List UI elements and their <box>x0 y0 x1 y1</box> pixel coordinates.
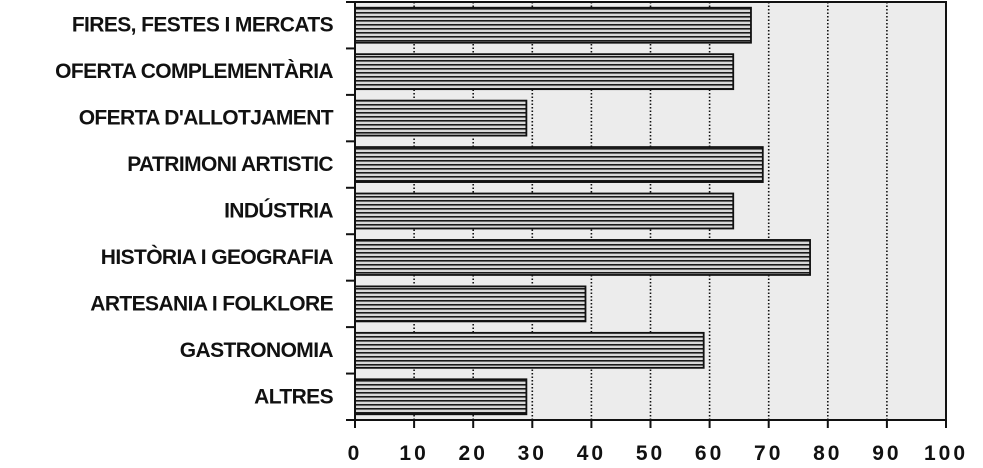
bar-1 <box>354 6 752 44</box>
bar-3 <box>354 99 528 137</box>
bars <box>354 6 811 416</box>
bar-9 <box>354 378 528 416</box>
category-labels: FIRES, FESTES I MERCATS OFERTA COMPLEMENT… <box>55 14 334 409</box>
bar-4 <box>354 146 764 183</box>
category-label: ALTRES <box>254 385 333 408</box>
x-tick-label: 0 <box>348 442 363 465</box>
category-label: OFERTA D'ALLOTJAMENT <box>79 107 334 130</box>
x-tick-label: 100 <box>924 442 968 465</box>
category-label: ARTESANIA I FOLKLORE <box>90 292 333 315</box>
bar-2 <box>354 53 735 91</box>
x-tick-label: 90 <box>872 442 901 465</box>
category-label: GASTRONOMIA <box>180 339 334 362</box>
x-tick-label: 50 <box>636 442 665 465</box>
category-label: OFERTA COMPLEMENTÀRIA <box>55 60 333 83</box>
bar-7 <box>354 285 587 323</box>
x-tick-label: 30 <box>518 442 547 465</box>
category-label: PATRIMONI ARTISTIC <box>127 153 333 176</box>
x-tick-label: 60 <box>695 442 724 465</box>
x-tick-labels: 0 10 20 30 40 50 60 70 80 90 100 <box>348 442 968 465</box>
bar-6 <box>354 239 811 276</box>
x-tick-label: 10 <box>399 442 428 465</box>
x-tick-label: 40 <box>577 442 606 465</box>
category-label: FIRES, FESTES I MERCATS <box>72 14 334 37</box>
category-label: INDÚSTRIA <box>224 199 333 223</box>
axes <box>346 1 947 428</box>
bar-8 <box>354 331 705 369</box>
bar-5 <box>354 192 735 230</box>
category-label: HISTÒRIA I GEOGRAFIA <box>101 245 334 269</box>
x-tick-label: 20 <box>459 442 488 465</box>
x-tick-label: 70 <box>754 442 783 465</box>
x-tick-label: 80 <box>813 442 842 465</box>
